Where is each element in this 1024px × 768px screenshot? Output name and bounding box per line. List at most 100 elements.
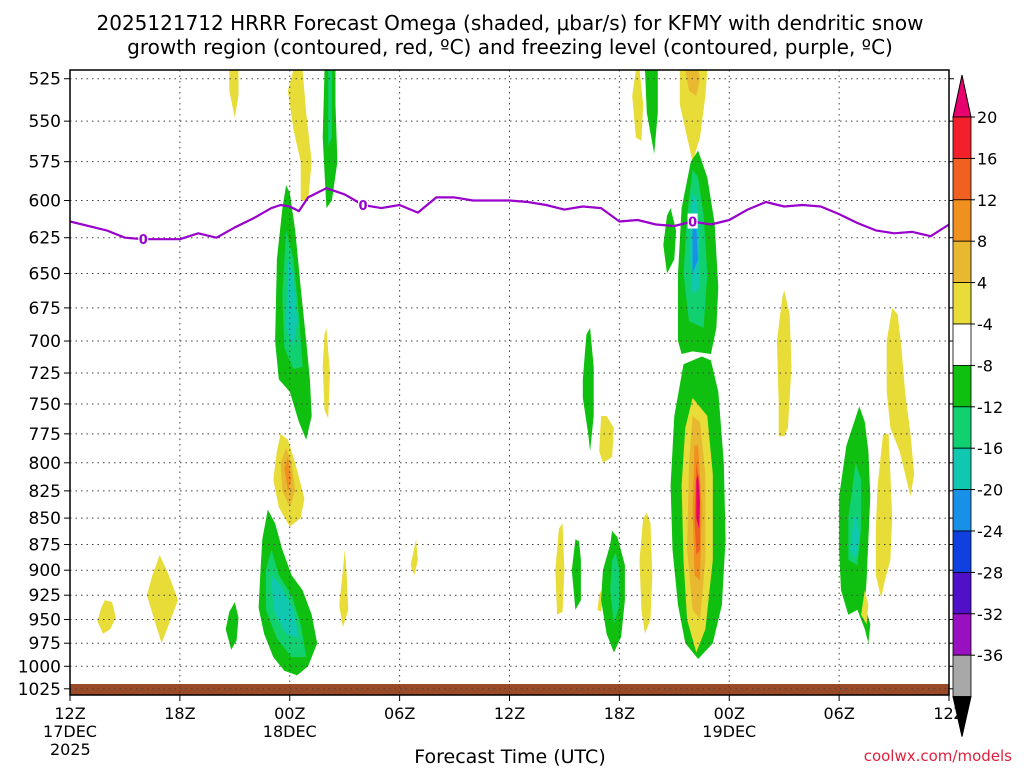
omega-region-M: [582, 327, 594, 452]
x-tick-label-30: 18Z: [604, 704, 635, 723]
omega-region-B: [146, 554, 178, 644]
y-tick-label-825: 825: [29, 482, 61, 502]
x-tick-label-36: 00Z: [714, 704, 745, 723]
omega-region-I: [322, 327, 330, 419]
omega-region-Y6: [696, 474, 700, 529]
omega-region-O: [555, 523, 565, 615]
colorbar-label--20: -20: [977, 481, 1003, 500]
omega-region-D3: [271, 575, 299, 639]
colorbar-label--28: -28: [977, 563, 1003, 582]
omega-region-L2: [328, 70, 332, 146]
y-tick-label-600: 600: [29, 191, 61, 211]
y-tick-label-575: 575: [29, 153, 61, 173]
colorbar-segment: [952, 530, 972, 573]
colorbar-segment: [952, 282, 972, 325]
colorbar: 20 16 12 8 4 -4 -8 -12 -16 -20 -24 -28 -32 -36: [952, 74, 1003, 737]
y-tick-label-525: 525: [29, 70, 61, 90]
omega-region-V: [679, 70, 708, 162]
x-tick-date-0: 17DEC: [43, 722, 97, 741]
x-tick-label-0: 12Z: [54, 704, 85, 723]
y-tick-label-675: 675: [29, 299, 61, 319]
y-tick-label-625: 625: [29, 229, 61, 249]
x-tick-year-0: 2025: [50, 740, 91, 759]
colorbar-label-20: 20: [977, 108, 997, 127]
omega-region-E: [339, 549, 349, 628]
freezing-level-layer: 0 0 0: [70, 187, 949, 248]
y-axis: 525 550 575 600 625 650 675 700 725 750 775 800 825 8…: [18, 70, 954, 700]
y-tick-label-950: 950: [29, 611, 61, 631]
colorbar-segment: [952, 572, 972, 615]
colorbar-label--12: -12: [977, 398, 1003, 417]
omega-region-AC: [875, 433, 893, 599]
colorbar-label-16: 16: [977, 149, 997, 168]
watermark: coolwx.com/models: [864, 747, 1012, 765]
omega-region-G3: [284, 457, 292, 491]
omega-region-R2: [610, 552, 620, 625]
colorbar-segment: [952, 406, 972, 449]
colorbar-top-arrow: [952, 74, 972, 118]
x-tick-label-6: 18Z: [164, 704, 195, 723]
freezing-label-bg: [358, 197, 368, 213]
colorbar-label--8: -8: [977, 356, 993, 375]
y-tick-label-650: 650: [29, 264, 61, 284]
y-tick-label-1000: 1000: [18, 657, 61, 677]
omega-region-X4: [692, 223, 699, 274]
colorbar-segment: [952, 116, 972, 159]
omega-region-AD: [886, 307, 915, 497]
freezing-level-label: 0: [358, 199, 367, 214]
colorbar-segment: [952, 323, 972, 366]
grid-lines: [69, 70, 950, 695]
omega-region-N: [599, 416, 614, 463]
x-tick-label-24: 12Z: [494, 704, 525, 723]
y-tick-label-875: 875: [29, 536, 61, 556]
x-tick-date-12: 18DEC: [263, 722, 317, 741]
omega-region-K: [229, 70, 239, 118]
x-tick-label-12: 00Z: [274, 704, 305, 723]
y-tick-label-850: 850: [29, 509, 61, 529]
colorbar-segment: [952, 613, 972, 656]
omega-region-H3: [286, 259, 298, 348]
omega-region-AB: [861, 590, 869, 625]
x-tick-label-18: 06Z: [384, 704, 415, 723]
colorbar-segment: [952, 489, 972, 532]
omega-region-AA3: [850, 515, 860, 560]
chart-title-line1: 2025121712 HRRR Forecast Omega (shaded, …: [97, 11, 924, 35]
terrain-ground: [70, 684, 949, 695]
y-tick-label-925: 925: [29, 586, 61, 606]
plot-background: [70, 70, 949, 695]
colorbar-segment: [952, 240, 972, 283]
y-tick-label-750: 750: [29, 395, 61, 415]
colorbar-label-12: 12: [977, 191, 997, 210]
omega-region-J: [287, 70, 312, 201]
colorbar-segment: [952, 157, 972, 201]
omega-region-C: [225, 602, 239, 650]
colorbar-label--36: -36: [977, 646, 1003, 665]
freezing-level-label: 0: [139, 233, 148, 248]
y-tick-label-975: 975: [29, 634, 61, 654]
omega-region-U: [645, 70, 658, 154]
freezing-level-label: 0: [688, 216, 697, 231]
y-tick-label-550: 550: [29, 112, 61, 132]
colorbar-segment: [952, 447, 972, 491]
omega-region-A: [97, 600, 116, 634]
omega-shading-layer: [97, 70, 915, 676]
colorbar-bottom-arrow: [952, 696, 972, 737]
y-tick-label-800: 800: [29, 454, 61, 474]
freezing-level-line: [70, 187, 949, 241]
y-tick-label-725: 725: [29, 364, 61, 384]
omega-region-F: [410, 539, 418, 576]
omega-region-T: [632, 70, 644, 141]
colorbar-label-4: 4: [977, 274, 987, 293]
colorbar-segment: [952, 199, 972, 242]
freezing-label-bg: [138, 231, 149, 247]
x-tick-label-42: 06Z: [823, 704, 854, 723]
colorbar-label--4: -4: [977, 315, 993, 334]
y-tick-label-900: 900: [29, 561, 61, 581]
freezing-label-bg: [687, 213, 698, 229]
x-axis-label: Forecast Time (UTC): [414, 746, 605, 768]
omega-region-S: [639, 512, 653, 634]
omega-region-Z: [776, 290, 792, 437]
chart-title-line2: growth region (contoured, red, ºC) and f…: [127, 35, 893, 59]
colorbar-segment: [952, 364, 972, 408]
